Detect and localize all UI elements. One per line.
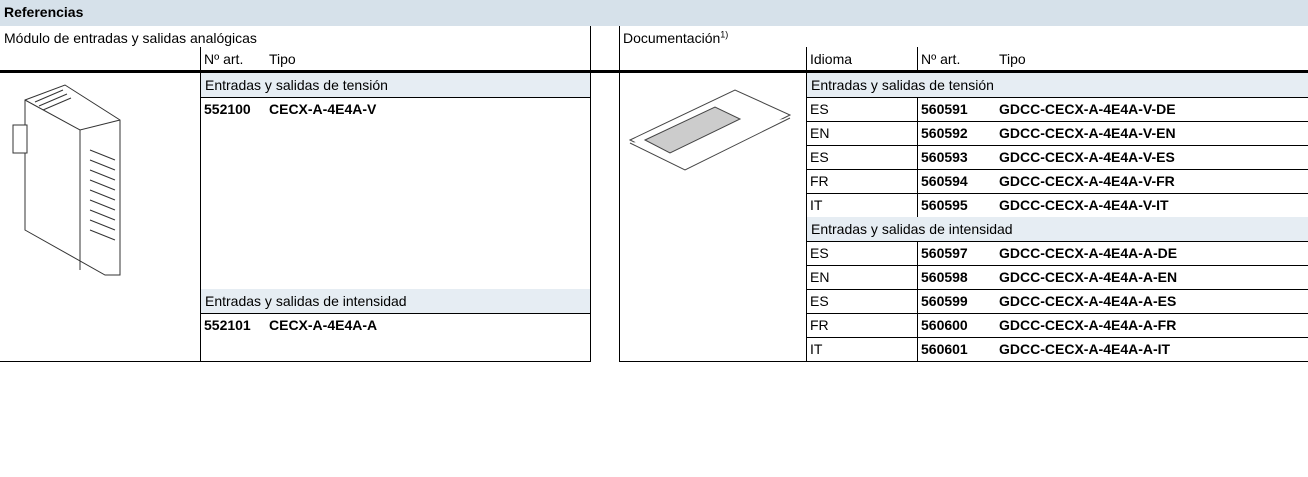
cell: GDCC-CECX-A-4E4A-V-IT <box>999 197 1169 213</box>
cell: EN <box>810 269 830 285</box>
cell: GDCC-CECX-A-4E4A-A-IT <box>999 341 1171 357</box>
rule <box>0 70 1308 73</box>
cell: 560594 <box>921 173 968 189</box>
cell: CECX-A-4E4A-V <box>269 101 377 117</box>
group-header: Entradas y salidas de intensidad <box>201 289 590 313</box>
module-image <box>12 84 121 276</box>
rule <box>619 26 620 362</box>
cell: EN <box>810 125 830 141</box>
header-bar: Referencias <box>0 0 1308 26</box>
rule <box>917 313 918 337</box>
cell: GDCC-CECX-A-4E4A-V-EN <box>999 125 1176 141</box>
cell: FR <box>810 317 829 333</box>
cell: 560597 <box>921 245 968 261</box>
cell: 560595 <box>921 197 968 213</box>
cell: GDCC-CECX-A-4E4A-A-ES <box>999 293 1177 309</box>
cell: ES <box>810 101 829 117</box>
cell: IT <box>810 197 823 213</box>
rule <box>806 265 1308 266</box>
rule <box>590 26 591 362</box>
rule <box>917 265 918 289</box>
column-header: Idioma <box>810 51 853 67</box>
rule <box>806 121 1308 122</box>
rule <box>917 47 918 71</box>
cell: GDCC-CECX-A-4E4A-V-ES <box>999 149 1175 165</box>
group-header: Entradas y salidas de tensión <box>201 73 590 97</box>
cell: 560600 <box>921 317 968 333</box>
column-header: Nº art. <box>921 51 961 67</box>
rule <box>917 169 918 193</box>
cell: 552101 <box>204 317 251 333</box>
cell: FR <box>810 173 829 189</box>
rule <box>917 241 918 265</box>
cell: IT <box>810 341 823 357</box>
column-header: Nº art. <box>204 51 244 67</box>
cell: 552100 <box>204 101 251 117</box>
rule <box>200 97 590 98</box>
cell: 560598 <box>921 269 968 285</box>
rule <box>806 337 1308 338</box>
cell: 560593 <box>921 149 968 165</box>
section-title: Módulo de entradas y salidas analógicas <box>4 30 257 46</box>
rule <box>917 97 918 121</box>
cell: 560592 <box>921 125 968 141</box>
manual-image <box>628 89 792 171</box>
rule <box>619 361 1308 362</box>
rule <box>917 121 918 145</box>
cell: CECX-A-4E4A-A <box>269 317 378 333</box>
rule <box>806 145 1308 146</box>
rule <box>806 97 1308 98</box>
cell: 560599 <box>921 293 968 309</box>
column-header: Tipo <box>269 51 296 67</box>
cell: GDCC-CECX-A-4E4A-V-DE <box>999 101 1176 117</box>
rule <box>806 241 1308 242</box>
group-header: Entradas y salidas de tensión <box>807 73 1308 97</box>
column-header: Tipo <box>999 51 1026 67</box>
rule <box>0 361 590 362</box>
rule <box>917 193 918 217</box>
rule <box>917 289 918 313</box>
section-title-text: Documentación <box>623 30 721 46</box>
group-header: Entradas y salidas de intensidad <box>807 217 1308 241</box>
rule <box>200 313 590 314</box>
footnote: 1) <box>720 29 729 40</box>
cell: GDCC-CECX-A-4E4A-A-DE <box>999 245 1178 261</box>
cell: ES <box>810 293 829 309</box>
rule <box>917 337 918 361</box>
rule <box>806 193 1308 194</box>
rule <box>806 47 807 362</box>
rule <box>917 145 918 169</box>
cell: ES <box>810 245 829 261</box>
rule <box>806 313 1308 314</box>
cell: ES <box>810 149 829 165</box>
cell: 560591 <box>921 101 968 117</box>
cell: GDCC-CECX-A-4E4A-A-FR <box>999 317 1177 333</box>
cell: GDCC-CECX-A-4E4A-A-EN <box>999 269 1178 285</box>
cell: GDCC-CECX-A-4E4A-V-FR <box>999 173 1175 189</box>
rule <box>200 47 201 362</box>
rule <box>806 289 1308 290</box>
section-title: Documentación1) <box>619 26 806 48</box>
cell: 560601 <box>921 341 968 357</box>
rule <box>806 169 1308 170</box>
